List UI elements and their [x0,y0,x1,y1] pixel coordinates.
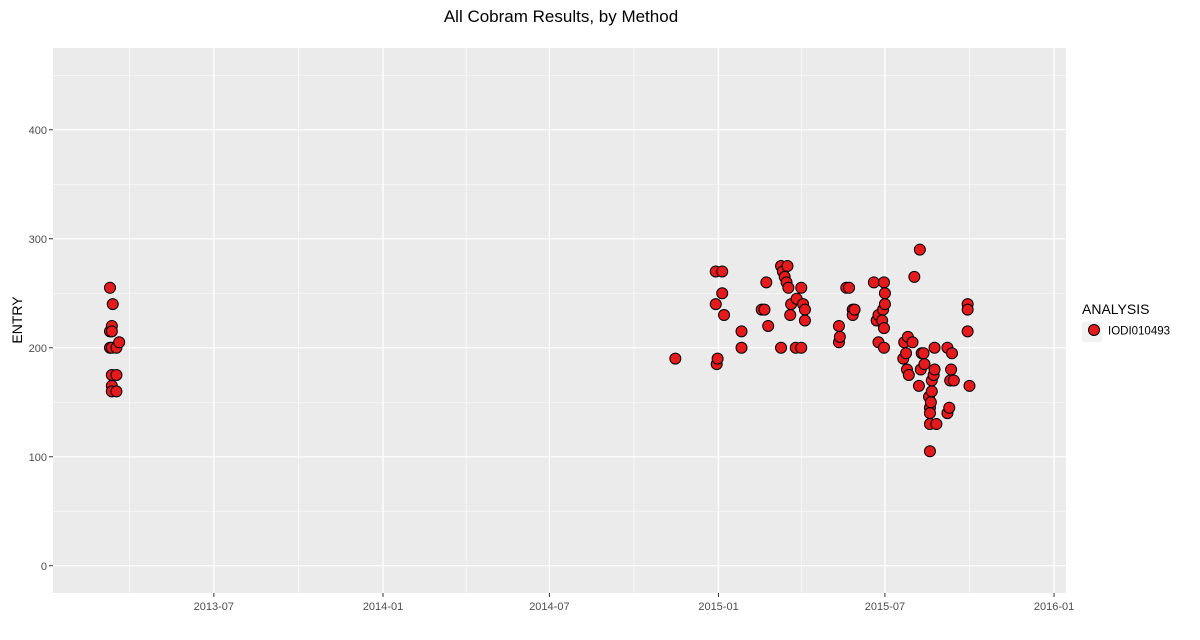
data-point [924,396,937,409]
data-point [877,276,890,289]
data-point [110,369,123,381]
data-point [928,363,941,376]
data-point [781,260,794,272]
data-point [106,298,119,311]
data-point [947,374,960,387]
x-tick-label: 2013-07 [194,601,234,613]
data-point [711,352,724,365]
data-point [906,336,919,349]
data-point [105,325,118,338]
data-point [961,303,974,316]
data-point [795,281,808,294]
data-point [963,379,976,392]
data-point [103,281,116,294]
data-point [782,281,795,294]
data-point [669,352,682,365]
x-tick-label: 2016-01 [1034,601,1074,613]
data-point [798,314,811,327]
data-point [795,341,808,354]
data-point [946,347,959,360]
data-point [716,265,729,278]
legend-label: IODI010493 [1108,326,1170,338]
data-point [943,401,956,414]
y-axis-ticks: 0 100 200 300 400 [29,125,53,573]
data-point [928,341,941,354]
data-point [762,319,775,332]
data-point [832,319,845,332]
data-point [900,347,913,360]
data-point [798,303,811,316]
data-point [923,407,936,420]
data-point [878,287,891,300]
data-point [945,363,958,376]
data-point [961,325,974,338]
data-point [848,303,861,316]
data-point [912,379,925,392]
chart-title: All Cobram Results, by Method [444,7,678,26]
y-tick-label: 100 [29,452,47,464]
y-tick-label: 300 [29,234,47,246]
data-point [113,336,126,349]
y-tick-label: 0 [41,561,47,573]
y-axis-label: ENTRY [9,296,25,344]
data-point [908,270,921,283]
data-point [833,330,846,343]
data-point [878,298,891,311]
data-point [110,385,123,398]
legend-title: ANALYSIS [1082,301,1149,317]
grid-major [53,48,1066,593]
x-axis-ticks: 2013-07 2014-01 2014-07 2015-01 2015-07 2016-… [194,593,1074,613]
data-point [877,322,890,335]
data-points [103,243,976,458]
data-point [758,303,771,316]
data-point [918,358,931,371]
data-point [913,243,926,256]
x-tick-label: 2015-01 [698,601,738,613]
x-tick-label: 2014-07 [529,601,569,613]
data-point [784,309,797,322]
y-tick-label: 400 [29,125,47,137]
data-point [925,385,938,398]
legend-key-point [1088,324,1100,336]
data-point [923,445,936,458]
data-point [709,298,722,311]
data-point [775,341,788,354]
legend: ANALYSIS IODI010493 [1082,301,1170,342]
data-point [917,347,930,360]
data-point [718,309,731,322]
x-tick-label: 2014-01 [363,601,403,613]
y-tick-label: 200 [29,343,47,355]
data-point [930,418,943,431]
data-point [867,276,880,289]
data-point [843,281,856,294]
plot-panel [53,48,1066,593]
data-point [760,276,773,289]
data-point [735,341,748,354]
data-point [735,325,748,338]
data-point [877,341,890,354]
data-point [902,369,915,381]
x-tick-label: 2015-07 [865,601,905,613]
data-point [716,287,729,300]
